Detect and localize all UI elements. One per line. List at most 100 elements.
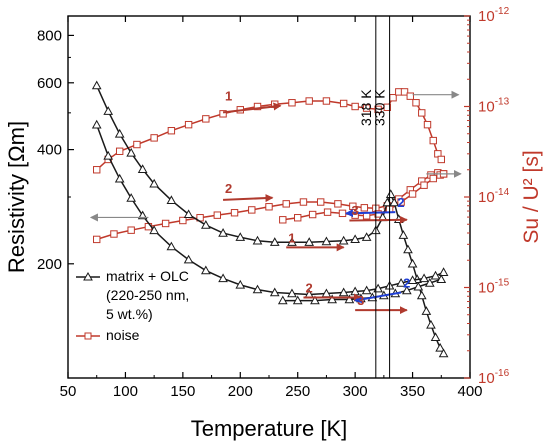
noise-point [429, 174, 437, 183]
legend-entry-text: matrix + OLC [106, 268, 189, 284]
legend-entry-text: (220-250 nm, [106, 287, 189, 303]
y-left-tick-label: 400 [37, 142, 62, 159]
resistivity-point [114, 173, 125, 183]
noise-point [360, 204, 369, 212]
noise-point [179, 216, 187, 225]
noise-point [334, 200, 342, 208]
left-y-axis-label: Resistivity [Ωm] [4, 121, 29, 273]
y-left-tick-label: 800 [37, 27, 62, 44]
resistivity-point [235, 232, 246, 241]
direction-arrow-red-2 [223, 194, 274, 203]
noise-point [133, 140, 141, 149]
noise-point [316, 198, 325, 206]
resistivity-point [426, 319, 436, 329]
noise-point [282, 200, 290, 208]
resistivity-point [321, 236, 332, 246]
resistivity-point [424, 277, 435, 287]
direction-arrow-label: 1 [225, 89, 232, 104]
resistivity-point [91, 80, 102, 90]
resistivity-point [396, 277, 406, 287]
noise-point [253, 102, 262, 111]
resistivity-point [166, 195, 177, 205]
resistivity-point [149, 225, 159, 235]
noise-point [110, 230, 118, 238]
y-right-tick-label: 10-16 [478, 368, 510, 387]
resistivity-point [407, 258, 418, 268]
noise-point [423, 120, 432, 129]
noise-point [338, 209, 347, 218]
resistivity-point [361, 285, 372, 295]
y-left-tick-label: 200 [37, 256, 62, 273]
resistivity-point [401, 285, 412, 295]
noise-point [127, 226, 135, 234]
noise-point [288, 99, 296, 107]
noise-point [308, 210, 317, 219]
noise-point [248, 206, 256, 214]
direction-arrow-label: 2 [403, 276, 410, 291]
resistivity-point [338, 287, 349, 297]
x-tick-label: 250 [285, 383, 310, 400]
noise-point [339, 99, 348, 108]
noise-point [397, 198, 405, 206]
legend-marker-triangle [83, 271, 93, 281]
resistivity-point [126, 193, 137, 202]
legend-entry-text: noise [106, 327, 140, 343]
noise-point [184, 120, 193, 129]
x-axis-label: Temperature [K] [191, 416, 348, 441]
y-left-tick-label: 600 [37, 75, 62, 92]
resistivity-point [361, 232, 372, 241]
vline-label: 330 K [372, 89, 388, 126]
resistivity-point [218, 273, 228, 283]
legend-entry-text: 5 wt.%) [106, 306, 153, 322]
resistivity-point [385, 189, 396, 198]
legend-marker-square [84, 332, 92, 340]
resistivity-point [350, 234, 360, 244]
noise-point [115, 147, 124, 155]
noise-point [161, 219, 170, 228]
resistivity-point [398, 230, 409, 239]
direction-arrow-blue-2 [344, 209, 396, 218]
direction-arrow-label: 1 [288, 230, 295, 245]
resistivity-point [269, 237, 280, 246]
vline-label: 318 K [358, 89, 374, 126]
resistivity-point [419, 273, 429, 283]
noise-point [322, 97, 331, 105]
x-tick-label: 300 [343, 383, 368, 400]
resistivity-point [126, 147, 137, 157]
right-y-axis-label: Su / U² [s] [520, 150, 543, 243]
noise-point [412, 99, 420, 107]
direction-arrow-red-1 [222, 102, 282, 114]
noise-point [362, 104, 371, 112]
resistivity-point [389, 197, 400, 207]
noise-point [374, 210, 382, 218]
resistivity-point [407, 275, 418, 284]
resistivity-point [304, 237, 315, 246]
direction-arrow-label: 3 [351, 203, 358, 218]
direction-arrow-label: 2 [305, 281, 312, 296]
y-right-tick-label: 10-12 [478, 6, 510, 25]
direction-arrow-label: 2 [225, 181, 232, 196]
noise-point [418, 109, 426, 117]
noise-point [219, 110, 227, 118]
resistivity-point [137, 164, 148, 173]
resistivity-point [287, 237, 297, 246]
resistivity-point [438, 267, 449, 276]
resistivity-point [327, 294, 338, 304]
resistivity-point [416, 290, 427, 300]
noise-point [294, 214, 302, 222]
noise-point [383, 103, 392, 111]
noise-point [299, 198, 308, 206]
direction-arrow-red-3 [349, 215, 408, 224]
resistivity-point [114, 128, 125, 138]
noise-point [279, 216, 287, 224]
x-tick-label: 350 [400, 383, 425, 400]
noise-point [213, 211, 222, 219]
resistivity-point [149, 178, 159, 188]
x-tick-label: 400 [457, 383, 482, 400]
noise-point [202, 115, 210, 123]
resistivity-point [413, 281, 424, 291]
resistivity-point [435, 342, 445, 352]
resistivity-point [218, 228, 228, 237]
